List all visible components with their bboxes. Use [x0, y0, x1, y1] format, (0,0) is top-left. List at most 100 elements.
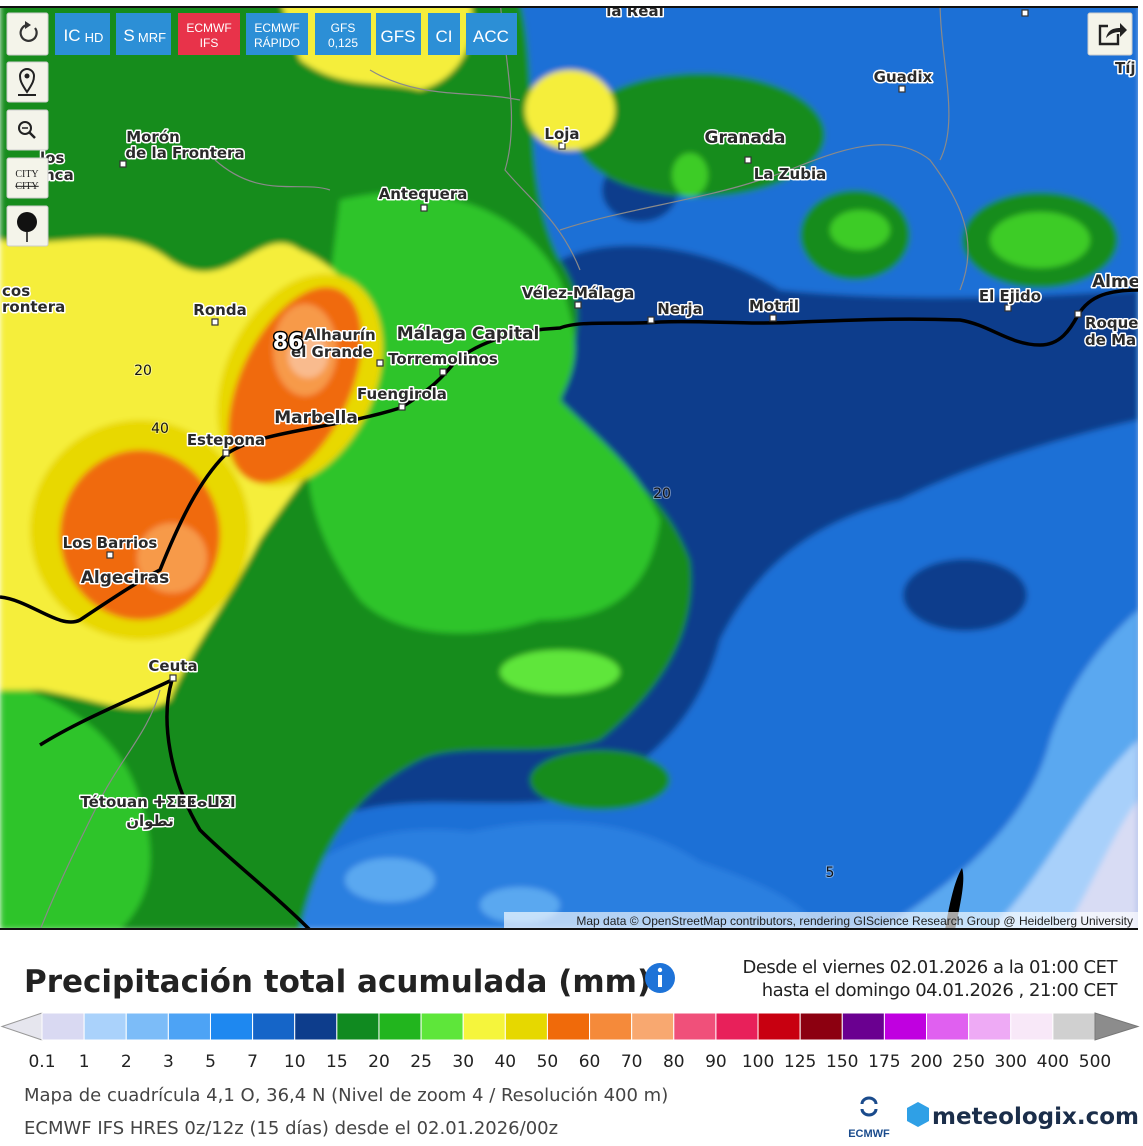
field-green	[530, 750, 670, 810]
place-dots	[106, 9, 1082, 682]
place-dot	[106, 551, 114, 559]
button-bg	[466, 13, 517, 55]
field-yellow	[525, 70, 615, 150]
model-button-active[interactable]: ECMWF IFS	[178, 13, 240, 55]
button-bg	[6, 12, 49, 56]
button-label: RÁPIDO	[254, 35, 300, 50]
colorbar-swatch	[715, 1012, 759, 1041]
meteologix-logo: meteologix.com	[907, 1102, 1139, 1130]
colorbar-label: 200	[910, 1052, 942, 1072]
button-bg	[116, 13, 171, 55]
colorbar-label: 125	[784, 1052, 816, 1072]
share-button[interactable]	[1087, 12, 1133, 56]
model-button[interactable]: GFS	[376, 13, 421, 55]
place-dot	[1004, 304, 1012, 312]
model-button[interactable]: GFS 0,125	[315, 13, 371, 55]
place-labels: la Real Guadix Granada La Zubia Loja Mor…	[1, 7, 1139, 832]
ecmwf-logo: ECMWF	[848, 1096, 890, 1140]
button-label: GFS	[381, 27, 416, 46]
button-label: HD	[85, 30, 104, 45]
colorbar-label: 60	[579, 1052, 601, 1072]
colorbar-label: 30	[452, 1052, 474, 1072]
place-dot	[398, 403, 406, 411]
button-label: 0,125	[328, 36, 358, 50]
colorbar-swatch	[883, 1012, 928, 1041]
date-to: hasta el domingo 04.01.2026 , 21:00 CET	[762, 980, 1119, 1001]
coastline	[0, 288, 1138, 624]
button-bg	[315, 13, 371, 55]
place-label: Algeciras	[81, 568, 170, 588]
location-button[interactable]	[6, 61, 49, 103]
refresh-icon	[19, 23, 38, 42]
colorbar-label: 15	[326, 1052, 348, 1072]
colorbar-swatch	[757, 1012, 801, 1041]
colorbar-swatch	[673, 1012, 717, 1041]
button-label: CI	[436, 27, 453, 46]
place-label: La Zubia	[754, 165, 826, 183]
place-label: el Grande	[291, 343, 373, 361]
button-bg	[6, 109, 49, 151]
place-dot	[420, 204, 428, 212]
refresh-button[interactable]	[6, 12, 49, 56]
place-label: Ceuta	[148, 657, 197, 675]
colorbar-swatch	[589, 1012, 633, 1041]
model-button[interactable]: ACC	[466, 13, 517, 55]
zoom-icon	[18, 121, 32, 135]
place-label: rontera	[2, 298, 65, 316]
model-button[interactable]: CI	[428, 13, 460, 55]
colorbar-swatch	[968, 1012, 1012, 1041]
zoom-button[interactable]	[6, 109, 49, 151]
model-button[interactable]: IC HD	[55, 13, 110, 55]
button-label: S	[123, 26, 134, 45]
place-dot	[1021, 9, 1029, 17]
place-label: Loja	[544, 125, 579, 143]
map[interactable]: la Real Guadix Granada La Zubia Loja Mor…	[0, 0, 1140, 930]
city-button[interactable]: CITY CITY	[6, 157, 49, 199]
colorbar-swatch	[546, 1012, 591, 1041]
place-dot	[769, 314, 777, 322]
admin-border	[39, 7, 969, 929]
place-label: Morón	[126, 128, 180, 146]
field-blue-light	[345, 858, 435, 902]
button-bg	[178, 13, 240, 55]
place-dot	[898, 85, 906, 93]
colorbar-swatch	[1052, 1012, 1096, 1041]
place-label: cos	[2, 282, 30, 300]
button-label: ECMWF	[254, 21, 299, 35]
pin-icon	[18, 68, 36, 94]
colorbar-swatch	[209, 1012, 254, 1041]
logo-icon	[907, 1102, 929, 1127]
button-bg	[55, 13, 110, 55]
precip-field	[0, 7, 1138, 929]
place-label: Tétouan ⵜⵉⵟⵟⴰⵡⵉⵏ	[80, 793, 235, 811]
field-green-light	[308, 192, 660, 634]
model-button[interactable]: S MRF	[116, 13, 171, 55]
legend-title: Precipitación total acumulada (mm)	[24, 964, 651, 1000]
place-dot	[1074, 310, 1082, 318]
colorbar-swatch	[462, 1012, 506, 1041]
attribution: Map data © OpenStreetMap contributors, r…	[576, 914, 1133, 928]
colorbar-swatch	[294, 1012, 338, 1041]
max-value-label: 86	[273, 330, 304, 355]
place-label: تطوان	[126, 812, 174, 830]
contour-label: 5	[826, 865, 835, 881]
model-button[interactable]: ECMWF RÁPIDO	[246, 13, 308, 55]
colorbar-label: 100	[742, 1052, 774, 1072]
button-label: MRF	[138, 30, 166, 45]
info-icon	[657, 967, 663, 973]
button-label: ACC	[473, 27, 509, 46]
button-label: ECMWF	[186, 21, 231, 35]
place-label: Los Barrios	[63, 534, 158, 552]
place-label: Málaga Capital	[397, 324, 540, 344]
place-dot	[574, 301, 582, 309]
place-label: Alhaurín	[304, 326, 375, 344]
marker-button[interactable]	[6, 205, 49, 247]
colorbar-swatch	[420, 1012, 464, 1041]
info-button[interactable]	[645, 963, 675, 993]
field-lavender	[1065, 800, 1138, 929]
share-icon	[1106, 23, 1127, 38]
colorbar-label: 175	[868, 1052, 900, 1072]
place-label: Fuengirola	[357, 385, 447, 403]
